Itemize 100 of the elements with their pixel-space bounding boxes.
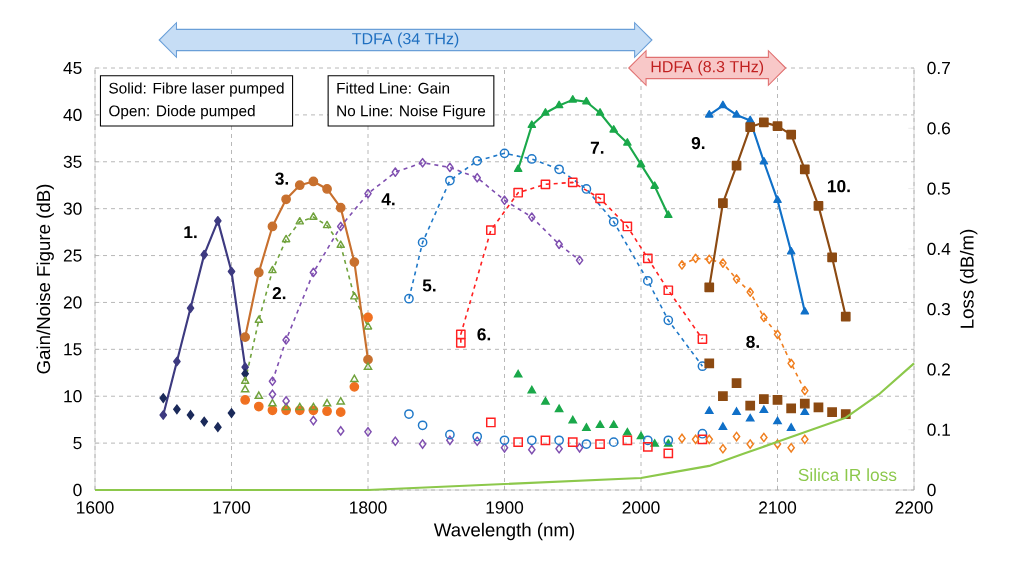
point [254, 315, 264, 324]
point [445, 429, 455, 440]
y-tick-label: 45 [63, 61, 82, 75]
point [760, 312, 768, 323]
point [541, 108, 550, 116]
y-tick-label: 5 [73, 437, 82, 450]
point [787, 442, 795, 453]
point [608, 437, 619, 448]
y-tick-label: 0 [73, 483, 82, 497]
point [772, 395, 783, 405]
point [240, 376, 250, 385]
point [309, 212, 318, 220]
point [787, 358, 795, 369]
point [746, 287, 755, 297]
point [499, 435, 510, 446]
point [732, 407, 741, 415]
point [253, 401, 264, 412]
point [214, 422, 222, 433]
point [281, 234, 291, 243]
point [500, 442, 509, 453]
point [240, 384, 250, 393]
point [336, 221, 345, 232]
point [799, 398, 810, 409]
point [555, 239, 563, 250]
point [309, 267, 318, 278]
point [527, 120, 537, 129]
point [446, 162, 454, 173]
point [295, 216, 305, 225]
point [485, 417, 496, 428]
y2-axis-title: Loss (dB/m) [959, 229, 978, 328]
point [445, 175, 455, 186]
point [773, 416, 782, 425]
point [200, 416, 209, 427]
point [472, 155, 483, 166]
annotation: 9. [691, 136, 705, 150]
x-tick-label: 1900 [486, 501, 524, 514]
point [309, 415, 318, 426]
point [745, 122, 756, 132]
point [336, 396, 346, 405]
point [159, 393, 168, 403]
point [281, 194, 291, 205]
point [799, 164, 810, 175]
annotation: 6. [477, 328, 491, 341]
point [663, 448, 674, 459]
point [609, 125, 619, 133]
point [322, 220, 332, 229]
point [404, 409, 414, 419]
point [758, 394, 769, 404]
point [718, 198, 728, 208]
point [705, 254, 714, 265]
point [732, 110, 741, 118]
point [731, 378, 742, 388]
point [678, 260, 686, 270]
point [281, 402, 291, 411]
point [554, 404, 564, 413]
point [773, 195, 782, 204]
point [391, 167, 400, 177]
annotation: No Line: Noise Figure [337, 105, 486, 120]
y2-tick-label: 0.7 [927, 61, 950, 75]
point [595, 420, 605, 429]
point [240, 332, 251, 343]
point [241, 368, 249, 379]
point [214, 215, 222, 226]
point [295, 402, 305, 411]
point [642, 441, 653, 452]
annotation: Fitted Line: Gain [337, 82, 450, 94]
point [609, 420, 619, 429]
point [554, 435, 564, 446]
point [527, 444, 536, 455]
x-tick-label: 2000 [622, 501, 660, 514]
point [568, 95, 578, 103]
y2-tick-label: 0.6 [927, 122, 951, 135]
point [268, 265, 277, 274]
text: TDFA (34 THz) [352, 32, 459, 48]
x-axis-title: Wavelength (nm) [433, 522, 575, 541]
point [364, 188, 372, 199]
point [650, 181, 659, 189]
point [642, 435, 653, 446]
point [527, 212, 536, 222]
point [513, 187, 524, 198]
point [308, 176, 319, 187]
point [704, 110, 714, 118]
point [663, 285, 674, 296]
point [568, 415, 578, 424]
point [786, 246, 796, 255]
y2-tick-label: 0 [927, 483, 936, 497]
point [759, 156, 769, 165]
point [786, 129, 797, 140]
point [473, 436, 482, 447]
point [500, 195, 509, 206]
point [663, 210, 673, 219]
point [417, 237, 428, 248]
annotation: HDFA (8.3 THz) [651, 60, 764, 76]
point [622, 221, 633, 232]
point [800, 407, 810, 415]
point [786, 423, 796, 431]
point [322, 184, 332, 194]
point [173, 356, 181, 367]
point [642, 253, 653, 264]
point [473, 172, 482, 183]
